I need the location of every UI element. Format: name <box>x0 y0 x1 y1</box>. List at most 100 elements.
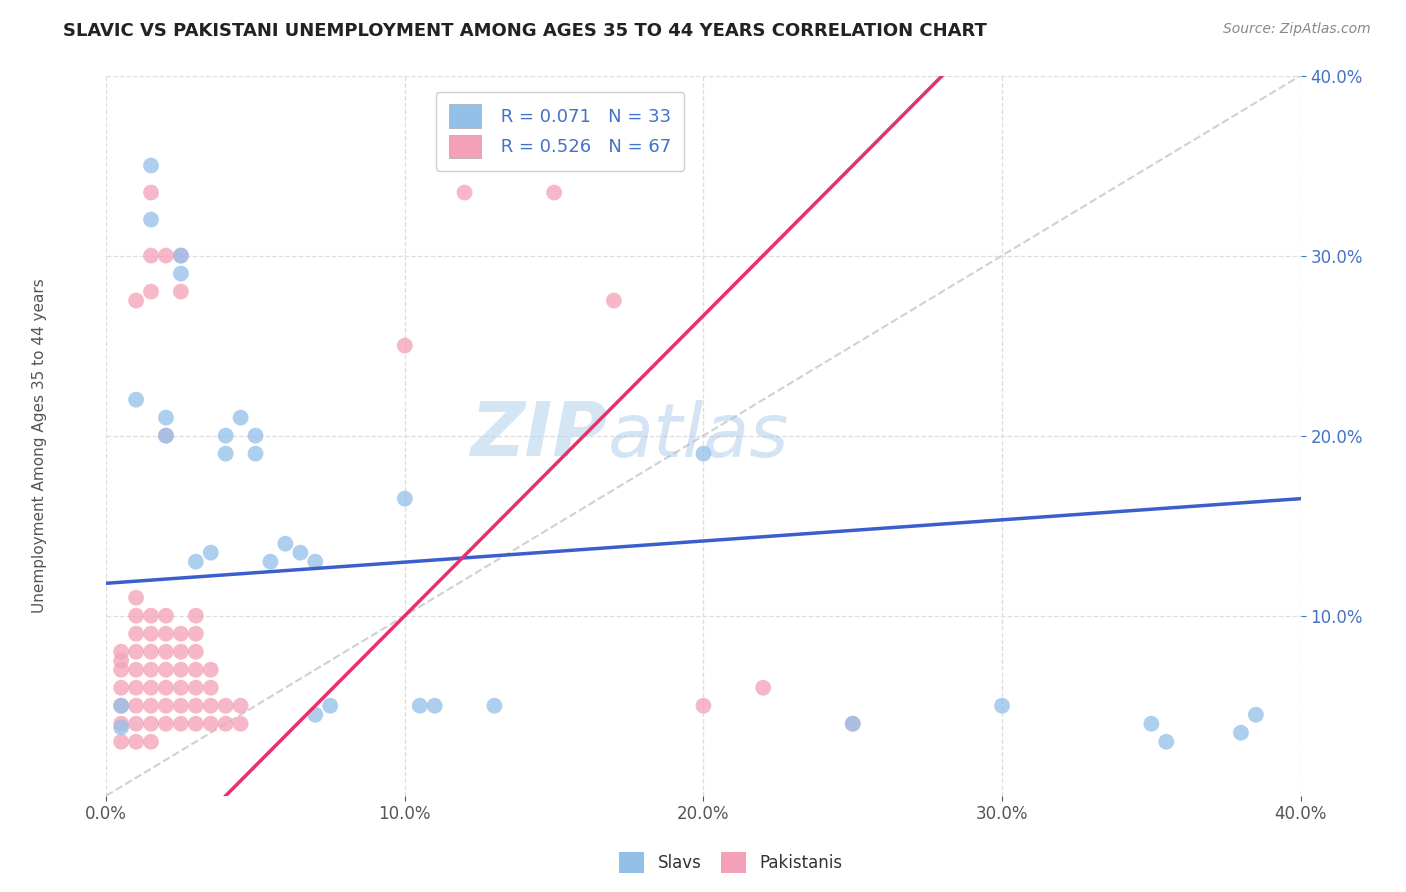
Legend: Slavs, Pakistanis: Slavs, Pakistanis <box>613 846 849 880</box>
Point <box>1244 707 1267 722</box>
Point <box>170 267 193 281</box>
Point <box>991 698 1014 713</box>
Point <box>200 546 222 560</box>
Point <box>170 681 193 695</box>
Text: Unemployment Among Ages 35 to 44 years: Unemployment Among Ages 35 to 44 years <box>32 278 46 614</box>
Point <box>484 698 506 713</box>
Point <box>155 698 177 713</box>
Point <box>200 681 222 695</box>
Point <box>752 681 775 695</box>
Point <box>170 626 193 640</box>
Point <box>110 716 132 731</box>
Point <box>139 186 162 200</box>
Point <box>139 681 162 695</box>
Point <box>139 285 162 299</box>
Point <box>1140 716 1163 731</box>
Text: atlas: atlas <box>607 400 789 472</box>
Point <box>110 663 132 677</box>
Text: Source: ZipAtlas.com: Source: ZipAtlas.com <box>1223 22 1371 37</box>
Point <box>125 392 148 407</box>
Point <box>842 716 865 731</box>
Point <box>155 681 177 695</box>
Point <box>423 698 446 713</box>
Point <box>170 249 193 263</box>
Point <box>155 608 177 623</box>
Point <box>184 698 207 713</box>
Point <box>155 716 177 731</box>
Point <box>155 428 177 442</box>
Point <box>543 186 565 200</box>
Point <box>319 698 342 713</box>
Point <box>139 735 162 749</box>
Point <box>215 447 238 461</box>
Point <box>409 698 432 713</box>
Point <box>394 338 416 352</box>
Point <box>184 608 207 623</box>
Point <box>692 447 714 461</box>
Point <box>842 716 865 731</box>
Point <box>110 698 132 713</box>
Point <box>184 555 207 569</box>
Point <box>110 681 132 695</box>
Point <box>170 249 193 263</box>
Point <box>125 626 148 640</box>
Point <box>139 663 162 677</box>
Point <box>259 555 281 569</box>
Point <box>155 428 177 442</box>
Point <box>603 293 626 308</box>
Point <box>125 735 148 749</box>
Point <box>170 285 193 299</box>
Point <box>125 663 148 677</box>
Point <box>245 447 267 461</box>
Point <box>229 698 252 713</box>
Point <box>110 645 132 659</box>
Point <box>170 663 193 677</box>
Point <box>155 249 177 263</box>
Point <box>139 626 162 640</box>
Point <box>304 707 326 722</box>
Legend:  R = 0.071   N = 33,  R = 0.526   N = 67: R = 0.071 N = 33, R = 0.526 N = 67 <box>436 92 685 170</box>
Point <box>125 293 148 308</box>
Point <box>200 663 222 677</box>
Point <box>200 716 222 731</box>
Point <box>139 698 162 713</box>
Point <box>110 698 132 713</box>
Point <box>394 491 416 506</box>
Point <box>274 537 297 551</box>
Point <box>184 626 207 640</box>
Point <box>229 410 252 425</box>
Point <box>184 645 207 659</box>
Point <box>110 720 132 734</box>
Point <box>155 410 177 425</box>
Point <box>215 716 238 731</box>
Point <box>139 249 162 263</box>
Point <box>184 663 207 677</box>
Text: ZIP: ZIP <box>471 399 607 472</box>
Text: SLAVIC VS PAKISTANI UNEMPLOYMENT AMONG AGES 35 TO 44 YEARS CORRELATION CHART: SLAVIC VS PAKISTANI UNEMPLOYMENT AMONG A… <box>63 22 987 40</box>
Point <box>184 681 207 695</box>
Point <box>139 608 162 623</box>
Point <box>125 716 148 731</box>
Point <box>170 698 193 713</box>
Point <box>110 654 132 668</box>
Point <box>184 716 207 731</box>
Point <box>229 716 252 731</box>
Point <box>200 698 222 713</box>
Point <box>155 626 177 640</box>
Point <box>155 663 177 677</box>
Point <box>1156 735 1178 749</box>
Point <box>692 698 714 713</box>
Point <box>1230 725 1253 739</box>
Point <box>215 698 238 713</box>
Point <box>245 428 267 442</box>
Point <box>125 608 148 623</box>
Point <box>155 645 177 659</box>
Point <box>125 645 148 659</box>
Point <box>215 428 238 442</box>
Point <box>125 698 148 713</box>
Point <box>139 212 162 227</box>
Point <box>290 546 312 560</box>
Point <box>170 716 193 731</box>
Point <box>139 159 162 173</box>
Point <box>170 645 193 659</box>
